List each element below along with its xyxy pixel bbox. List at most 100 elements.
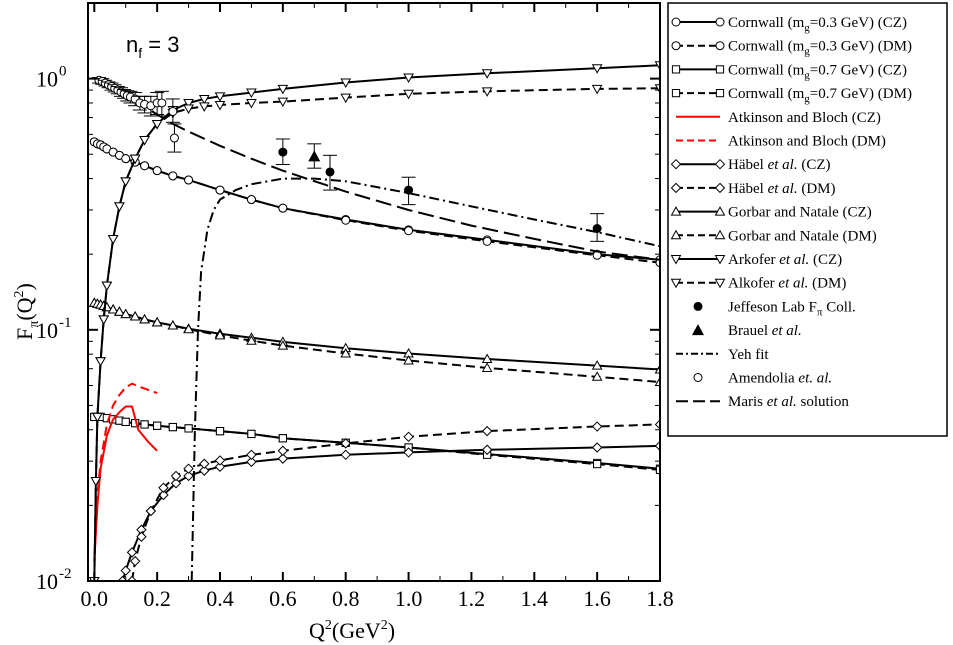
data-point xyxy=(198,94,210,105)
legend-entry: Alkofer et al. (DM) xyxy=(670,276,846,292)
legend-box xyxy=(667,2,948,437)
legend-label: Brauel et al. xyxy=(728,323,802,339)
legend-marker xyxy=(671,65,681,74)
legend-entry: Gorbar and Natale (CZ) xyxy=(670,205,872,221)
series-gorbar-dm xyxy=(88,297,660,386)
y-tick-exponent: -1 xyxy=(59,315,72,331)
data-point xyxy=(481,69,493,79)
legend-entry: Atkinson and Bloch (DM) xyxy=(676,134,886,150)
legend-marker xyxy=(715,65,725,74)
data-point xyxy=(278,434,287,443)
data-point xyxy=(593,459,602,469)
y-tick-label: 10 xyxy=(36,67,58,92)
series-cornwall-03-dm xyxy=(89,137,660,268)
legend-entry: Yeh fit xyxy=(676,347,769,363)
data-point xyxy=(246,88,257,99)
data-point xyxy=(126,547,138,558)
data-point xyxy=(215,427,225,436)
series-line-yeh-fit xyxy=(190,177,660,581)
data-point xyxy=(278,147,288,157)
legend-label: Arkofer et al. (CZ) xyxy=(728,252,842,268)
data-point xyxy=(183,470,194,482)
data-point xyxy=(482,236,492,246)
data-point xyxy=(121,417,130,426)
data-point xyxy=(92,412,103,423)
legend-label: Cornwall (mg=0.3 GeV) (DM) xyxy=(728,39,912,58)
data-point xyxy=(107,234,119,245)
data-point xyxy=(592,224,602,234)
data-point xyxy=(114,306,125,316)
data-point xyxy=(107,303,119,314)
series-atkinson-cz xyxy=(93,405,158,562)
data-point xyxy=(168,422,177,432)
data-point xyxy=(168,171,178,181)
legend-entry: Brauel et al. xyxy=(692,323,802,339)
data-point xyxy=(246,335,257,345)
series-line-gorbar-dm xyxy=(94,301,660,383)
x-tick-label: 0.6 xyxy=(269,586,297,611)
data-point xyxy=(655,465,660,474)
legend-marker xyxy=(670,255,682,265)
legend-label: Häbel et al. (DM) xyxy=(728,181,836,197)
legend-label: Gorbar and Natale (CZ) xyxy=(728,205,872,221)
data-point xyxy=(246,456,257,468)
data-point xyxy=(140,420,149,429)
series-habel-dm xyxy=(126,419,660,581)
data-point xyxy=(168,106,178,116)
x-tick-label: 0.0 xyxy=(81,586,109,611)
legend-marker xyxy=(670,158,682,170)
data-point xyxy=(277,97,289,108)
data-point xyxy=(325,167,335,177)
data-point xyxy=(403,89,414,100)
legend-marker xyxy=(670,206,682,216)
legend-entry: Häbel et al. (DM) xyxy=(670,181,836,197)
data-point xyxy=(129,555,141,567)
data-point xyxy=(157,98,167,108)
tick-layer: 0.0 0.2 0.4 0.6 0.8 1.0 1.2 1.4 1.6 1.810-210-110… xyxy=(36,2,674,611)
data-point xyxy=(403,431,414,443)
data-point xyxy=(153,421,162,430)
data-point xyxy=(199,458,210,469)
legend-marker xyxy=(714,229,726,240)
legend-label: Atkinson and Bloch (CZ) xyxy=(728,110,881,126)
data-point xyxy=(247,429,256,439)
data-point xyxy=(481,425,493,437)
legend-marker xyxy=(671,89,681,98)
data-point xyxy=(215,185,225,195)
data-point xyxy=(126,575,138,581)
data-point xyxy=(277,340,289,350)
legend-marker xyxy=(671,17,681,27)
x-axis-title: Q2(GeV2) xyxy=(309,618,395,643)
data-point xyxy=(214,461,226,472)
legend-label: Häbel et al. (CZ) xyxy=(728,157,831,173)
series-line-habel-dm xyxy=(131,423,660,581)
data-point xyxy=(591,360,603,370)
data-point xyxy=(246,195,256,205)
data-point xyxy=(183,463,194,474)
data-point xyxy=(167,320,179,330)
legend-marker xyxy=(671,41,681,51)
data-point xyxy=(481,444,493,455)
legend-entry: Cornwall (mg=0.3 GeV) (CZ) xyxy=(671,15,907,34)
plot-frame xyxy=(87,2,661,582)
data-point xyxy=(591,64,603,74)
data-point xyxy=(214,101,226,111)
x-tick-label: 0.8 xyxy=(332,586,360,611)
data-point xyxy=(120,177,132,187)
data-point xyxy=(95,357,106,367)
y-tick-label: 10 xyxy=(36,569,58,594)
legend-entry: Cornwall (mg=0.7 GeV) (CZ) xyxy=(671,62,907,81)
data-point xyxy=(199,465,210,476)
data-point xyxy=(152,166,162,176)
nf-annotation: nf = 3 xyxy=(126,32,179,61)
data-point xyxy=(403,447,414,458)
legend-label: Alkofer et al. (DM) xyxy=(728,276,846,292)
data-point xyxy=(214,329,226,340)
data-point xyxy=(183,104,194,115)
legend-entry: Cornwall (mg=0.3 GeV) (DM) xyxy=(671,39,912,58)
series-yeh-fit xyxy=(190,177,660,581)
data-point xyxy=(214,92,226,102)
data-point xyxy=(183,98,194,109)
data-point xyxy=(145,505,157,517)
series-layer xyxy=(88,61,660,581)
